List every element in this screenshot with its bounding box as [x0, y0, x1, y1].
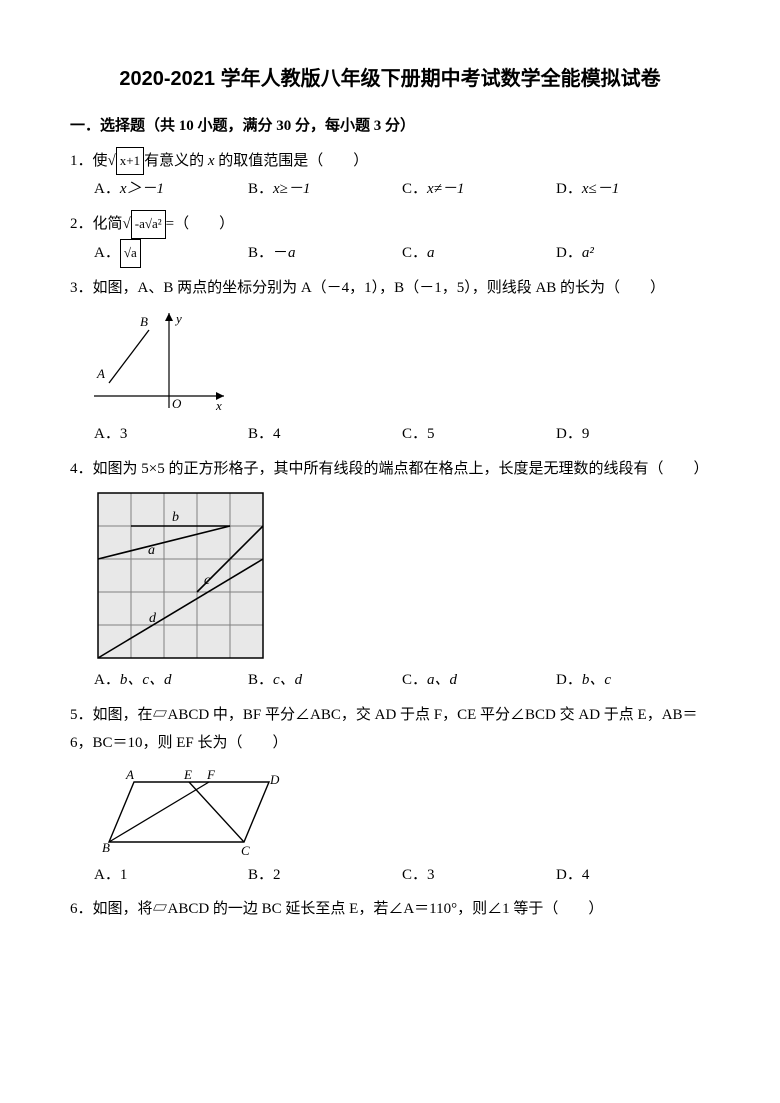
q5-optD: D．4 — [556, 861, 710, 890]
q4-optB-label: B． — [248, 672, 273, 688]
q1-sqrt-inner: x+1 — [116, 147, 144, 176]
q1-stem-post: 有意义的 — [144, 153, 208, 169]
q3-ylabel: y — [174, 311, 182, 326]
q4-optC-label: C． — [402, 672, 427, 688]
q5-optB: B．2 — [248, 861, 402, 890]
q3-xlabel: x — [215, 398, 222, 413]
q5-C: C — [241, 843, 250, 858]
q5-D: D — [269, 772, 280, 787]
q2-optA-label: A． — [94, 245, 120, 261]
q4-optA: b、c、d — [120, 672, 172, 688]
q3-optB: B．4 — [248, 420, 402, 449]
q2-optB: a — [288, 245, 296, 261]
page-title: 2020-2021 学年人教版八年级下册期中考试数学全能模拟试卷 — [70, 60, 710, 98]
q1-optB-label: B． — [248, 181, 273, 197]
q5-F: F — [206, 767, 216, 782]
q3-A: A — [96, 366, 105, 381]
q4-stem: 4．如图为 5×5 的正方形格子，其中所有线段的端点都在格点上，长度是无理数的线… — [70, 461, 708, 477]
q4-options: A．b、c、d B．c、d C．a、d D．b、c — [94, 666, 710, 695]
q5-optA: A．1 — [94, 861, 248, 890]
q1-optA: x＞－1 — [120, 181, 164, 197]
q4-b: b — [172, 510, 179, 525]
q1-var: x — [208, 153, 215, 169]
q4-optC: a、d — [427, 672, 457, 688]
q2-optD-label: D． — [556, 245, 582, 261]
q2-optA: √a — [120, 239, 141, 268]
question-2: 2．化简√-a√a²=（ ） — [70, 210, 710, 239]
q5-figure: A E F D B C — [94, 764, 289, 859]
q1-optC: x≠－1 — [427, 181, 464, 197]
q3-B: B — [140, 314, 148, 329]
q4-optA-label: A． — [94, 672, 120, 688]
q3-figure: O x y A B — [94, 308, 229, 418]
q5-stem: 5．如图，在▱ABCD 中，BF 平分∠ABC，交 AD 于点 F，CE 平分∠… — [70, 707, 698, 752]
q3-stem-pre: 3．如图， — [70, 280, 138, 296]
q1-optC-label: C． — [402, 181, 427, 197]
q1-optB: x≥－1 — [273, 181, 310, 197]
q5-optC: C．3 — [402, 861, 556, 890]
q2-options: A．√a B．－a C．a D．a² — [94, 239, 710, 268]
q4-d: d — [149, 611, 157, 626]
q1-optD-label: D． — [556, 181, 582, 197]
question-6: 6．如图，将▱ABCD 的一边 BC 延长至点 E，若∠A＝110°，则∠1 等… — [70, 895, 710, 924]
q2-stem: 2．化简 — [70, 216, 123, 232]
q3-stem-mid: A、B 两点的坐标分别为 A（－4，1），B（－1，5），则线段 AB 的长为（… — [138, 280, 666, 296]
q5-B: B — [102, 840, 110, 855]
q5-A: A — [125, 767, 134, 782]
q1-options: A．x＞－1 B．x≥－1 C．x≠－1 D．x≤－1 — [94, 175, 710, 204]
q4-optB: c、d — [273, 672, 302, 688]
question-1: 1．使√x+1有意义的 x 的取值范围是（ ） — [70, 147, 710, 176]
q4-a: a — [148, 543, 155, 558]
question-5: 5．如图，在▱ABCD 中，BF 平分∠ABC，交 AD 于点 F，CE 平分∠… — [70, 701, 710, 758]
q4-optD: b、c — [582, 672, 611, 688]
q2-tail: =（ ） — [166, 216, 234, 232]
q2-sqrt-inner: -a√a² — [131, 210, 166, 239]
q5-E: E — [183, 767, 192, 782]
q4-optD-label: D． — [556, 672, 582, 688]
q3-optD: D．9 — [556, 420, 710, 449]
q4-c: c — [204, 573, 211, 588]
q3-optA: A．3 — [94, 420, 248, 449]
q1-stem-post2: 的取值范围是（ ） — [215, 153, 369, 169]
q3-origin: O — [172, 396, 182, 411]
q2-optD: a² — [582, 245, 594, 261]
section-header: 一．选择题（共 10 小题，满分 30 分，每小题 3 分） — [70, 112, 710, 141]
q6-stem: 6．如图，将▱ABCD 的一边 BC 延长至点 E，若∠A＝110°，则∠1 等… — [70, 901, 603, 917]
q1-optD: x≤－1 — [582, 181, 619, 197]
q1-stem-pre: 1．使 — [70, 153, 108, 169]
q4-figure: b a c d — [94, 489, 269, 664]
question-4: 4．如图为 5×5 的正方形格子，其中所有线段的端点都在格点上，长度是无理数的线… — [70, 455, 710, 484]
q2-optC-label: C． — [402, 245, 427, 261]
q2-optB-label: B．－ — [248, 245, 288, 261]
q3-optC: C．5 — [402, 420, 556, 449]
question-3: 3．如图，A、B 两点的坐标分别为 A（－4，1），B（－1，5），则线段 AB… — [70, 274, 710, 303]
q3-options: A．3 B．4 C．5 D．9 — [94, 420, 710, 449]
q2-optC: a — [427, 245, 435, 261]
q1-optA-label: A． — [94, 181, 120, 197]
q5-options: A．1 B．2 C．3 D．4 — [94, 861, 710, 890]
